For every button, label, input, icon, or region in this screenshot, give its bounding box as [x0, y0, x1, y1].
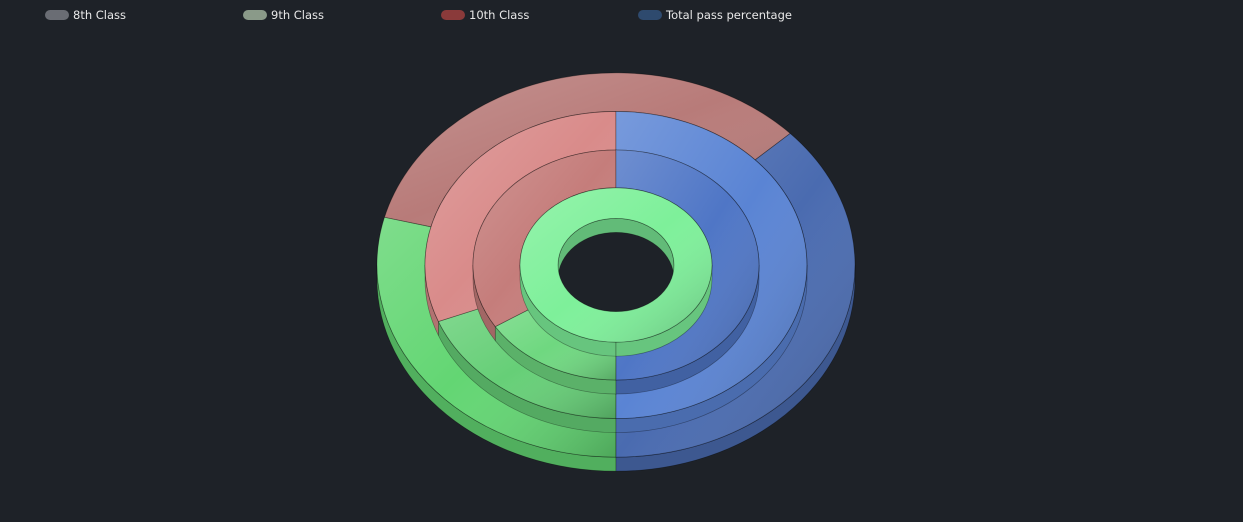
legend-item-9th-class[interactable]: 9th Class: [243, 8, 324, 22]
ring-4: [519, 187, 713, 357]
chart-plot-area: [376, 72, 856, 472]
legend-swatch-8th-class: [45, 10, 69, 20]
legend-swatch-total-pass-percentage: [638, 10, 662, 20]
chart-legend: 8th Class 9th Class 10th Class Total pas…: [0, 0, 1243, 30]
legend-item-total-pass-percentage[interactable]: Total pass percentage: [638, 8, 792, 22]
ring-3: [472, 149, 760, 395]
legend-label-8th-class: 8th Class: [73, 8, 127, 22]
legend-item-10th-class[interactable]: 10th Class: [441, 8, 529, 22]
legend-label-total-pass-percentage: Total pass percentage: [666, 8, 792, 22]
legend-item-8th-class[interactable]: 8th Class: [45, 8, 126, 22]
legend-label-9th-class: 9th Class: [271, 8, 325, 22]
legend-label-10th-class: 10th Class: [469, 8, 530, 22]
legend-swatch-9th-class: [243, 10, 267, 20]
ring-4-slice-green[interactable]: [519, 187, 713, 343]
legend-swatch-10th-class: [441, 10, 465, 20]
